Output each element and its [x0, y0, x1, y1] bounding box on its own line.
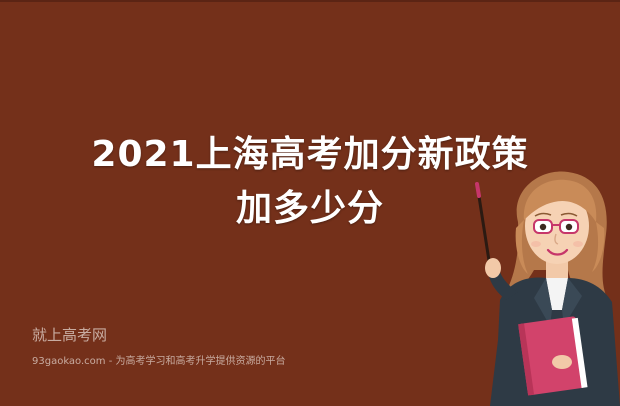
brand-block: 就上高考网 93gaokao.com - 为高考学习和高考升学提供资源的平台: [32, 326, 286, 368]
headline: 2021上海高考加分新政策 加多少分: [40, 128, 580, 236]
top-divider: [0, 0, 620, 2]
teacher-illustration: [450, 150, 620, 406]
headline-line-2: 加多少分: [235, 188, 384, 229]
teacher-icon: [475, 171, 620, 406]
headline-line-1: 2021上海高考加分新政策: [91, 134, 529, 175]
brand-tagline: 93gaokao.com - 为高考学习和高考升学提供资源的平台: [32, 356, 286, 367]
brand-name: 就上高考网: [32, 326, 108, 344]
